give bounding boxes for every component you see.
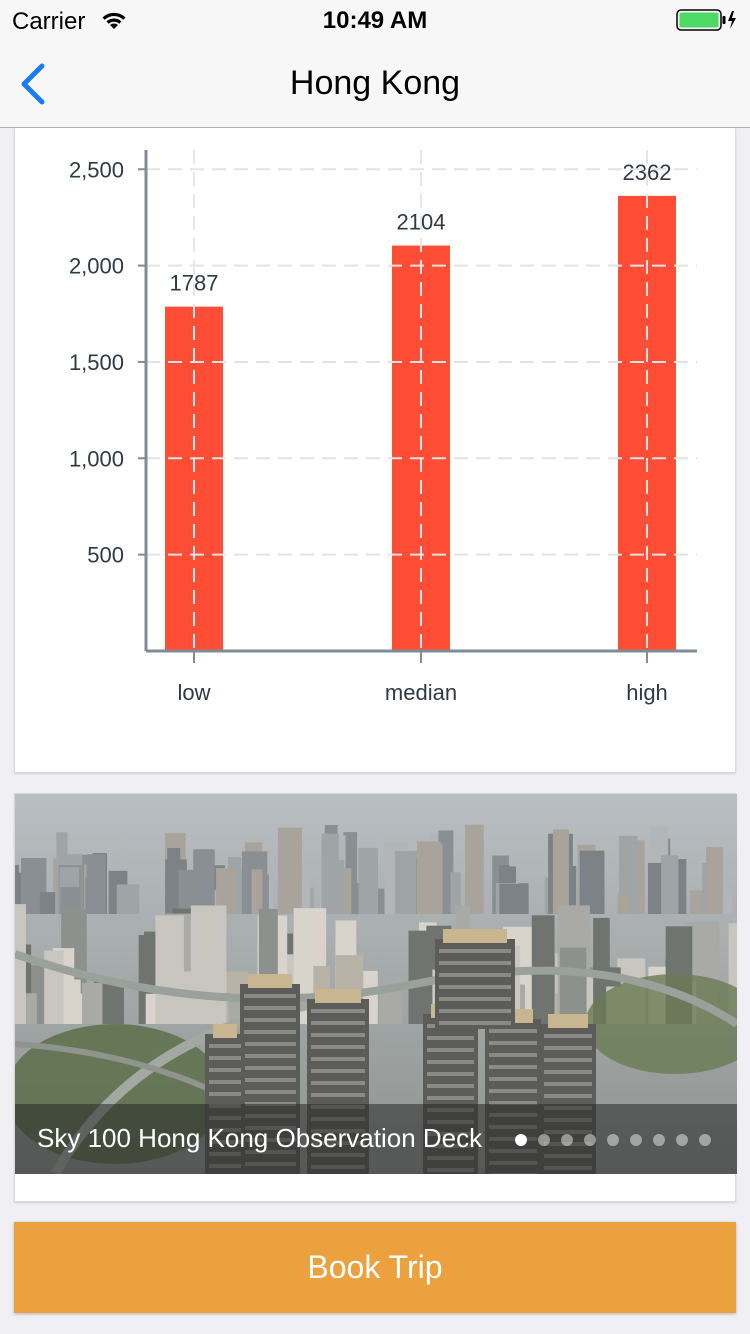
x-tick-label-low: low: [177, 680, 210, 705]
page-dot[interactable]: [676, 1134, 688, 1146]
y-tick-label: 1,500: [69, 350, 124, 375]
clock: 10:49 AM: [322, 7, 428, 34]
page-title: Hong Kong: [289, 64, 461, 102]
book-trip-button[interactable]: Book Trip: [14, 1222, 736, 1313]
x-tick-label-high: high: [626, 680, 668, 705]
x-tick-label-median: median: [385, 680, 457, 705]
y-tick-label: 2,000: [69, 254, 124, 279]
page-dot[interactable]: [630, 1134, 642, 1146]
page-dot[interactable]: [584, 1134, 596, 1146]
carrier-label: Carrier: [12, 8, 86, 35]
y-tick-label: 1,000: [69, 446, 124, 471]
price-chart-card: 1787 2104 2362 500 1,000 1,500 2,000 2,500 low me…: [14, 128, 736, 773]
city-photo[interactable]: [15, 794, 737, 1174]
page-dot[interactable]: [538, 1134, 550, 1146]
skyline-image: [15, 794, 737, 1174]
page-dot[interactable]: [699, 1134, 711, 1146]
page-dot[interactable]: [653, 1134, 665, 1146]
status-bar: Carrier 10:49 AM: [0, 0, 750, 40]
page-dot[interactable]: [561, 1134, 573, 1146]
page-dot[interactable]: [607, 1134, 619, 1146]
chevron-left-icon[interactable]: [16, 60, 50, 108]
photo-carousel-card[interactable]: Sky 100 Hong Kong Observation Deck: [14, 793, 737, 1202]
page-dot[interactable]: [515, 1134, 527, 1146]
y-tick-label: 2,500: [69, 157, 124, 182]
page-indicator[interactable]: [515, 1134, 711, 1146]
navigation-bar: Hong Kong: [0, 40, 750, 128]
caption-bar: Sky 100 Hong Kong Observation Deck: [15, 1104, 737, 1174]
wifi-icon: [102, 12, 126, 29]
y-tick-label: 500: [87, 543, 124, 568]
battery-icon: [676, 9, 736, 31]
photo-caption: Sky 100 Hong Kong Observation Deck: [37, 1123, 483, 1153]
